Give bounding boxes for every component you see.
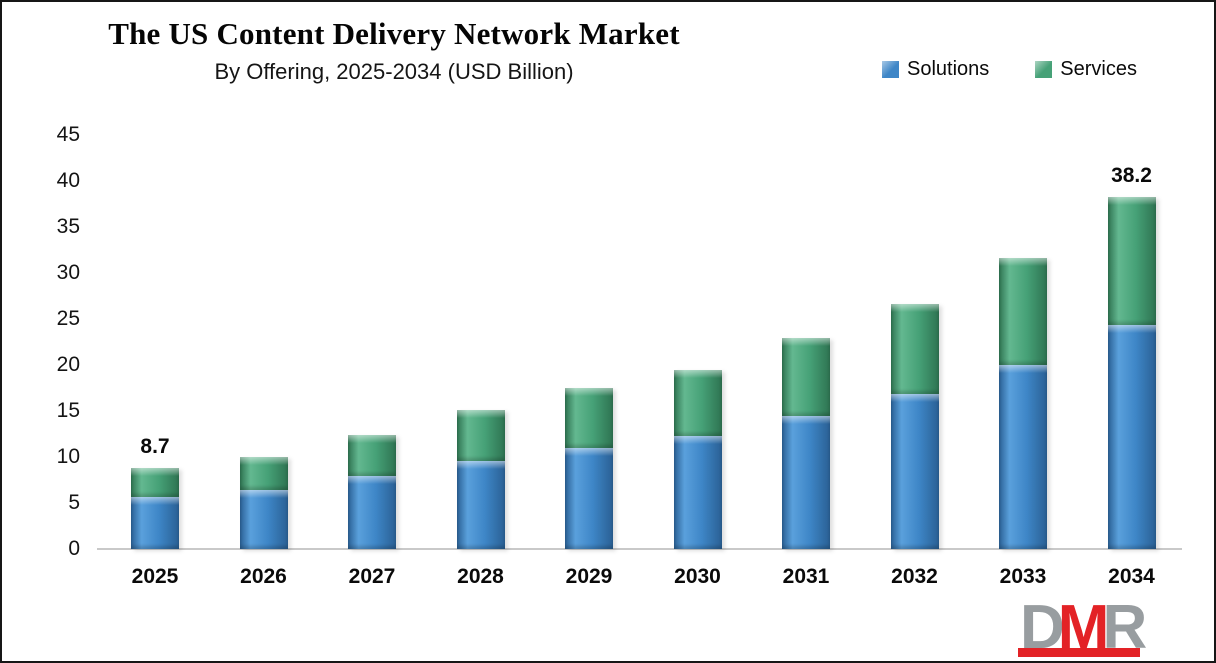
chart-subtitle: By Offering, 2025-2034 (USD Billion) <box>214 59 574 84</box>
bar-2026 <box>239 457 288 549</box>
bar-2031 <box>782 338 830 549</box>
bar-segment-solutions <box>782 416 830 549</box>
bar-segment-solutions <box>239 490 288 549</box>
y-tick-label: 25 <box>56 307 80 330</box>
bar-2030 <box>673 370 722 549</box>
bar-segment-solutions <box>348 476 396 549</box>
y-tick-label: 20 <box>56 353 80 376</box>
logo-letter-r: R <box>1102 593 1147 662</box>
total-label-2034: 38.2 <box>1111 164 1152 187</box>
bar-segment-services <box>782 338 830 416</box>
x-tick-label-2029: 2029 <box>565 565 613 588</box>
y-tick-label: 5 <box>68 491 80 514</box>
services-swatch-icon <box>1035 61 1053 78</box>
x-tick-label-2026: 2026 <box>240 565 287 588</box>
bar-2032 <box>890 304 939 549</box>
x-tick-label-2031: 2031 <box>782 565 830 588</box>
bar-segment-services <box>890 304 939 394</box>
bar-2034 <box>1107 197 1156 549</box>
total-label-2025: 8.7 <box>140 435 170 458</box>
bar-segment-solutions <box>1107 325 1156 549</box>
bar-segment-services <box>456 410 505 461</box>
y-tick-label: 30 <box>56 261 80 284</box>
bar-segment-services <box>348 435 396 476</box>
bar-segment-services <box>999 258 1047 365</box>
y-tick-label: 0 <box>68 537 80 560</box>
legend: Solutions Services <box>882 58 1137 81</box>
y-tick-label: 10 <box>56 445 80 468</box>
dmr-logo: DMR <box>1010 595 1210 661</box>
x-tick-label-2030: 2030 <box>674 565 721 588</box>
y-tick-label: 35 <box>56 215 80 238</box>
x-tick-label-2033: 2033 <box>999 565 1047 588</box>
x-tick-label-2028: 2028 <box>457 565 504 588</box>
logo-red-bar <box>1018 648 1140 657</box>
bar-2028 <box>456 410 505 549</box>
y-tick-label: 45 <box>56 123 80 146</box>
bar-segment-services <box>673 370 722 436</box>
bar-segment-services <box>1107 197 1156 325</box>
x-axis-line <box>97 548 1182 550</box>
bar-2029 <box>565 388 613 549</box>
solutions-swatch-icon <box>882 61 899 78</box>
x-tick-label-2034: 2034 <box>1108 565 1155 588</box>
legend-item-services: Services <box>1035 58 1137 81</box>
y-tick-label: 15 <box>56 399 80 422</box>
bar-segment-solutions <box>673 436 722 549</box>
logo-letter-m: M <box>1057 593 1110 662</box>
bar-segment-solutions <box>890 394 939 549</box>
chart-title: The US Content Delivery Network Market <box>108 16 680 51</box>
bar-2025 <box>131 468 179 549</box>
legend-label-services: Services <box>1060 58 1137 80</box>
bar-2033 <box>999 258 1047 549</box>
logo-letters: DMR <box>1020 597 1147 659</box>
bar-2027 <box>348 435 396 549</box>
bar-segment-services <box>131 468 179 497</box>
bar-segment-solutions <box>999 365 1047 549</box>
y-tick-label: 40 <box>56 169 80 192</box>
legend-label-solutions: Solutions <box>907 58 990 80</box>
bar-segment-solutions <box>456 461 505 549</box>
bar-segment-solutions <box>131 497 179 549</box>
x-tick-label-2027: 2027 <box>348 565 396 588</box>
logo-letter-d: D <box>1020 593 1065 662</box>
x-tick-label-2025: 2025 <box>131 565 179 588</box>
bar-segment-services <box>565 388 613 448</box>
title-block: The US Content Delivery Network Market B… <box>2 16 786 85</box>
legend-item-solutions: Solutions <box>882 58 989 81</box>
bar-segment-services <box>239 457 288 490</box>
bar-segment-solutions <box>565 448 613 549</box>
x-tick-label-2032: 2032 <box>891 565 938 588</box>
